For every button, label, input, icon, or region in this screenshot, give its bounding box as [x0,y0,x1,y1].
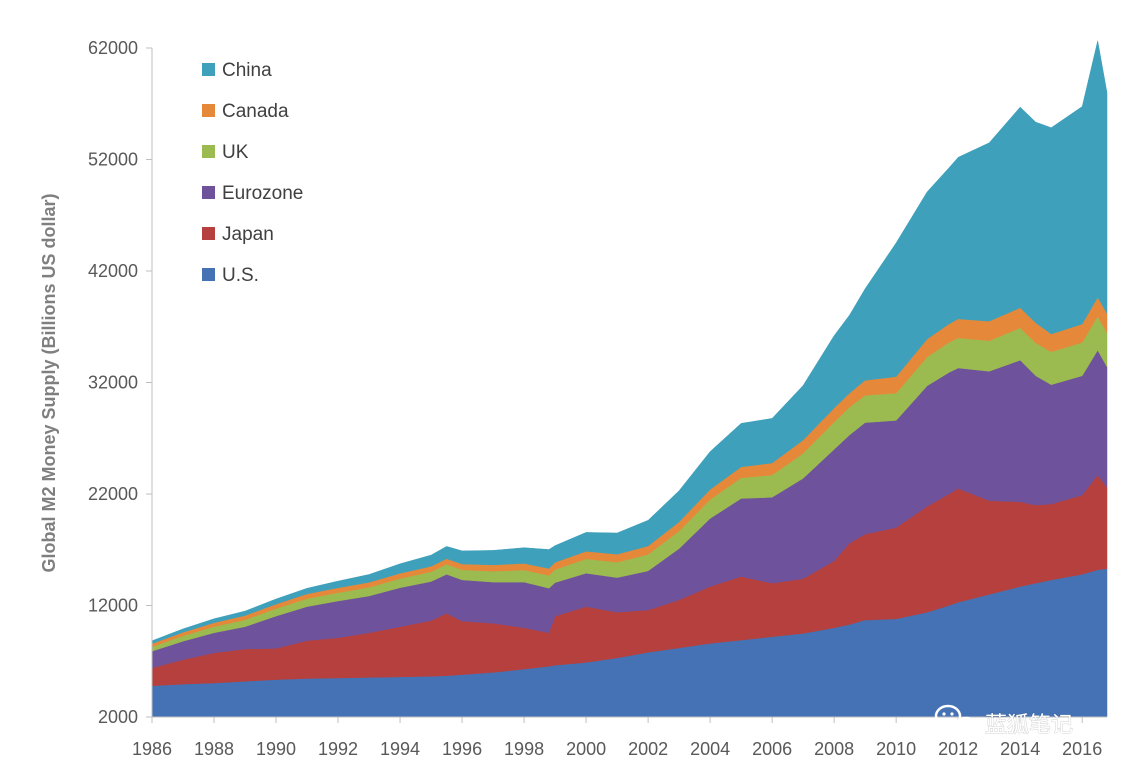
x-tick-label: 2012 [938,739,978,759]
watermark-text: 蓝狐笔记 [985,713,1073,738]
legend-label: Canada [222,101,289,122]
legend-swatch [202,227,215,240]
legend-swatch [202,268,215,281]
x-tick-label: 1986 [132,739,172,759]
stacked-areas [151,40,1108,718]
y-ticks: 62000 52000 42000 32000 22000 12000 2000 [88,38,152,727]
legend-label: Japan [222,224,274,245]
x-tick-label: 2006 [752,739,792,759]
x-tick-label: 2014 [1000,739,1040,759]
legend-swatch [202,186,215,199]
legend-label: UK [222,142,249,163]
legend-swatch [202,145,215,158]
x-tick-label: 1996 [442,739,482,759]
legend-label: Eurozone [222,183,303,204]
x-tick-label: 1992 [318,739,358,759]
x-tick-label: 1988 [194,739,234,759]
y-tick-label: 62000 [88,38,138,58]
legend: China Canada UK Eurozone Japan U.S. [202,60,303,286]
legend-label: U.S. [222,265,259,286]
y-axis-title: Global M2 Money Supply (Billions US doll… [39,193,59,572]
y-tick-label: 12000 [88,596,138,616]
watermark: 蓝狐笔记 [934,704,1074,739]
x-tick-label: 2002 [628,739,668,759]
legend-swatch [202,63,215,76]
x-tick-label: 2016 [1062,739,1102,759]
legend-label: China [222,60,272,81]
x-tick-label: 2000 [566,739,606,759]
y-tick-label: 52000 [88,150,138,170]
x-tick-label: 2010 [876,739,916,759]
y-tick-label: 22000 [88,484,138,504]
x-ticks: 1986 1988 1990 1992 1994 1996 1998 2000 2002 2004… [132,717,1102,759]
y-tick-label: 2000 [98,707,138,727]
y-tick-label: 42000 [88,261,138,281]
wechat-icon [934,704,978,736]
x-tick-label: 1994 [380,739,420,759]
x-tick-label: 1990 [256,739,296,759]
legend-swatch [202,104,215,117]
y-tick-label: 32000 [88,373,138,393]
x-tick-label: 2004 [690,739,730,759]
x-tick-label: 2008 [814,739,854,759]
area-china [151,40,1108,644]
x-tick-label: 1998 [504,739,544,759]
